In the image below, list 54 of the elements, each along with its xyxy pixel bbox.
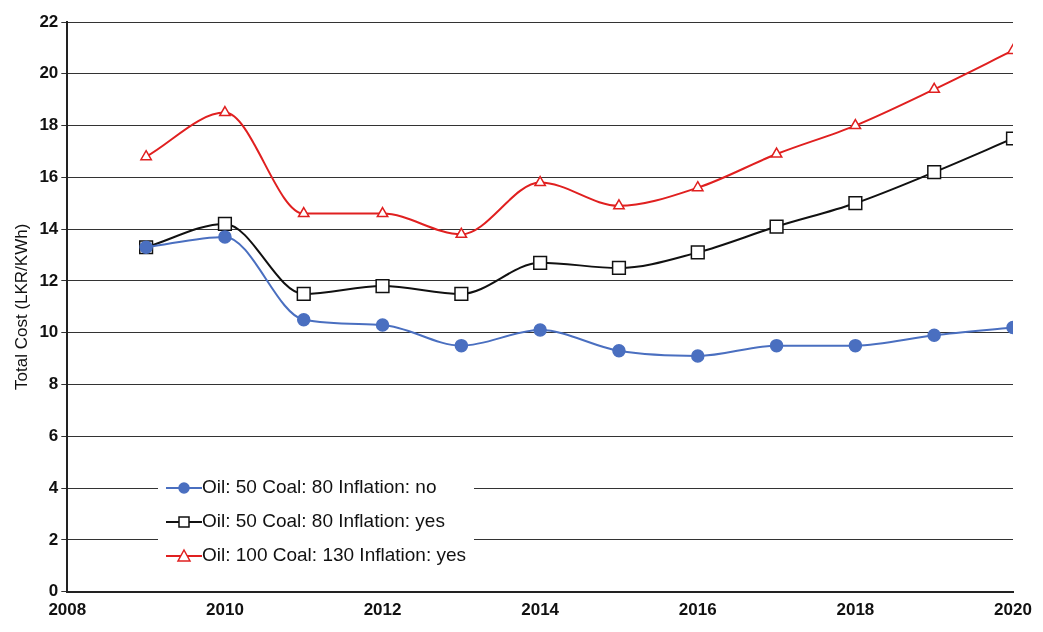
y-tick-label: 0 xyxy=(48,581,59,601)
y-tick-label: 18 xyxy=(39,115,59,135)
y-tick-label: 10 xyxy=(39,322,59,342)
point xyxy=(455,227,468,239)
point xyxy=(613,199,625,210)
legend-label: Oil: 50 Coal: 80 Inflation: yes xyxy=(202,510,445,531)
point xyxy=(375,278,390,294)
y-tick-label: 4 xyxy=(48,477,59,497)
point xyxy=(928,82,941,94)
y-tick-label: 8 xyxy=(48,374,59,394)
point xyxy=(376,206,389,218)
y-tick-label: 16 xyxy=(39,167,59,187)
y-axis-title: Total Cost (LKR/KWh) xyxy=(11,223,31,390)
x-tick-label: 2010 xyxy=(206,600,244,620)
y-tick-label: 14 xyxy=(39,218,59,238)
point xyxy=(217,216,233,232)
point xyxy=(533,323,547,337)
point xyxy=(691,180,704,192)
point xyxy=(849,118,862,130)
x-tick-label: 2008 xyxy=(48,600,87,620)
x-tick-label: 2014 xyxy=(521,600,560,620)
x-tick-label: 2012 xyxy=(363,600,402,620)
y-tick-label: 2 xyxy=(48,529,59,549)
point xyxy=(218,230,232,244)
point xyxy=(533,255,548,270)
point xyxy=(296,286,311,301)
y-tick-label: 12 xyxy=(39,270,59,290)
point xyxy=(769,219,784,234)
point xyxy=(296,313,311,327)
point xyxy=(848,196,863,211)
point xyxy=(534,175,547,187)
point xyxy=(218,105,231,117)
point xyxy=(611,260,627,276)
y-tick-label: 22 xyxy=(39,11,59,31)
y-tick-label: 20 xyxy=(39,63,59,83)
y-tick-label: 6 xyxy=(48,425,59,445)
point xyxy=(612,344,626,358)
point xyxy=(454,286,469,301)
point xyxy=(927,328,941,343)
point xyxy=(691,349,705,363)
point xyxy=(927,165,942,180)
x-tick-label: 2020 xyxy=(994,600,1032,620)
legend-label: Oil: 50 Coal: 80 Inflation: no xyxy=(202,476,437,497)
x-tick-label: 2018 xyxy=(836,600,875,620)
point xyxy=(454,338,469,353)
legend-label: Oil: 100 Coal: 130 Inflation: yes xyxy=(202,544,467,565)
point xyxy=(297,206,310,218)
point xyxy=(770,147,783,158)
point xyxy=(848,338,863,353)
point xyxy=(769,338,784,353)
point xyxy=(375,318,390,332)
point xyxy=(690,245,705,260)
x-tick-label: 2016 xyxy=(678,600,717,620)
point xyxy=(140,149,153,161)
